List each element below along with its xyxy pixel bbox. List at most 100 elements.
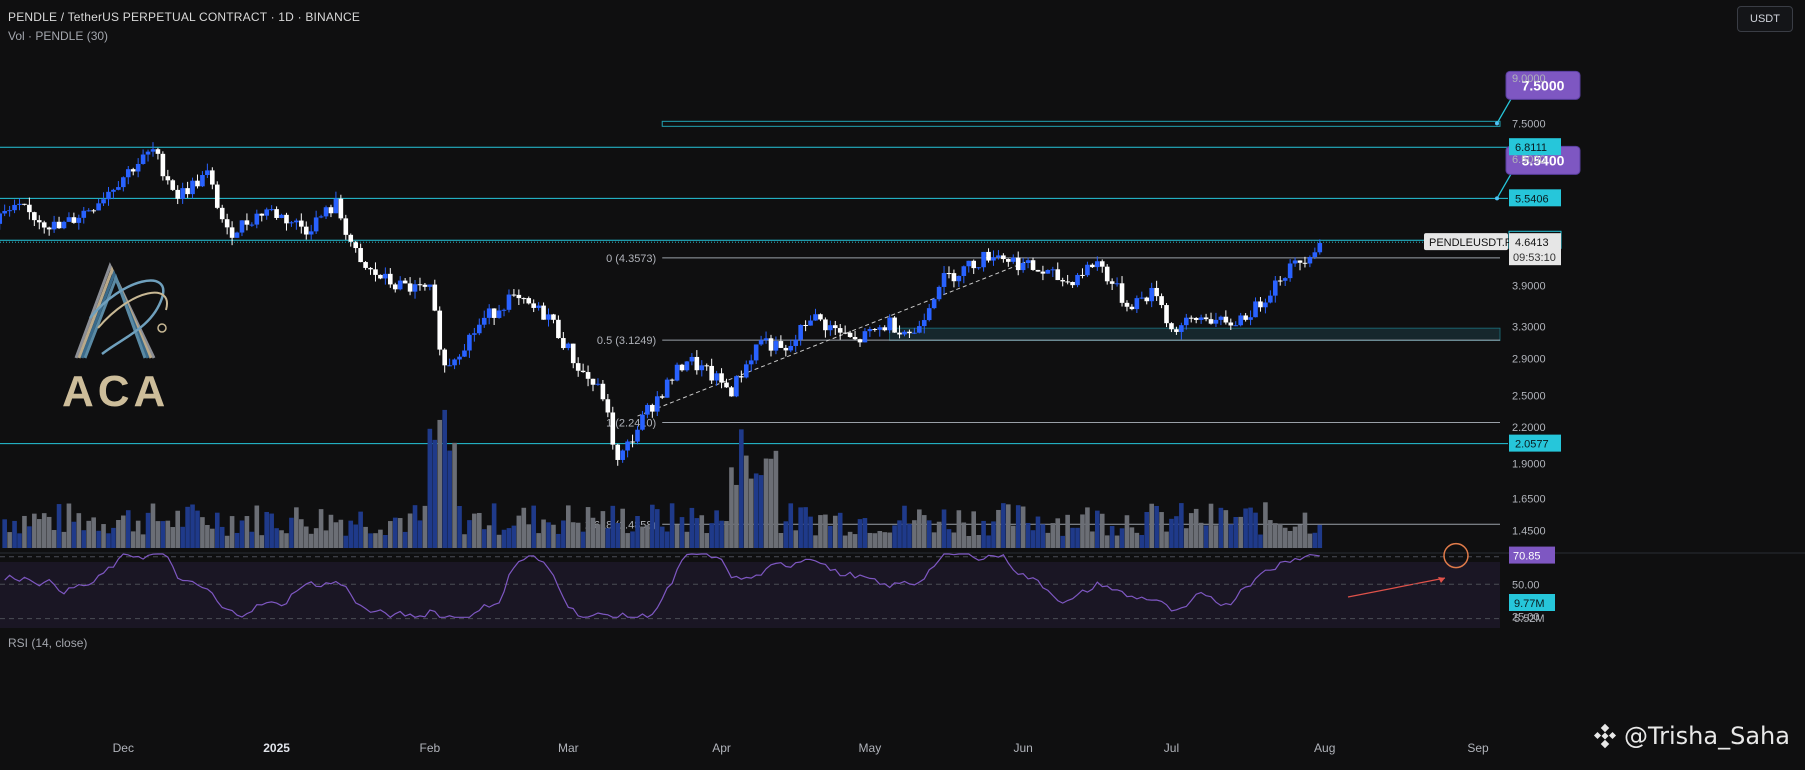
y-tick-label: 6.5000 [1512, 154, 1546, 166]
candle-body [1228, 322, 1234, 326]
candle-body [739, 376, 744, 378]
axis-level-label: 6.8111 [1515, 142, 1547, 154]
candle-body [279, 214, 284, 218]
volume-bar [1263, 502, 1268, 548]
volume-bar [1075, 527, 1080, 548]
candle-body [1015, 257, 1021, 271]
volume-bar [635, 515, 640, 548]
candle-body [912, 332, 917, 334]
candle-body [986, 251, 991, 261]
candle-body [422, 284, 428, 287]
candle-body [640, 414, 645, 430]
candle-body [1006, 259, 1011, 262]
rsi-band [0, 562, 1500, 628]
candle-body [318, 216, 324, 218]
volume-bar [1114, 535, 1120, 548]
volume-bar [66, 503, 72, 548]
symbol-title: PENDLE / TetherUS PERPETUAL CONTRACT · 1… [8, 10, 361, 24]
volume-bar [308, 533, 314, 548]
volume-bar [704, 533, 710, 548]
candle-body [1277, 280, 1283, 282]
candle-body [580, 370, 586, 373]
volume-bar [1015, 505, 1021, 548]
candle-body [823, 319, 828, 331]
rsi-value-label: 70.85 [1513, 551, 1541, 563]
volume-bar [699, 515, 705, 548]
candle-body [546, 314, 551, 320]
candle-body [249, 224, 255, 226]
candle-body [1253, 301, 1258, 318]
axis-level-badge [1509, 189, 1561, 207]
currency-button[interactable]: USDT [1737, 6, 1793, 32]
candle-body [1050, 269, 1056, 271]
volume-bar [205, 524, 210, 548]
volume-bar [1025, 522, 1031, 548]
volume-bar [412, 505, 418, 548]
volume-indicator-label: Vol · PENDLE (30) [8, 29, 109, 43]
symbol-tag [1424, 233, 1508, 251]
volume-bar [214, 512, 220, 548]
candle-body [1090, 264, 1095, 268]
candle-body [140, 154, 146, 164]
volume-bar [1268, 520, 1273, 548]
x-tick-label: Sep [1467, 741, 1489, 755]
volume-bar [645, 525, 650, 548]
candle-body [214, 184, 220, 208]
volume-bar [758, 475, 764, 548]
volume-bar [96, 530, 101, 548]
volume-bar [1188, 513, 1194, 548]
candle-body [1085, 264, 1090, 276]
volume-bar [956, 510, 962, 548]
volume-bar [1149, 503, 1154, 548]
volume-bar [7, 532, 12, 548]
candle-body [590, 378, 596, 385]
candle-body [1060, 280, 1065, 282]
candle-body [659, 396, 665, 398]
volume-bar [392, 517, 398, 548]
volume-bar [32, 513, 37, 548]
fib-label-0-5: 0.5 (3.1249) [597, 335, 656, 347]
volume-bar [229, 516, 235, 548]
volume-bar [1213, 525, 1219, 548]
rsi-level-label: 25.00 [1512, 612, 1540, 624]
candle-body [1208, 319, 1214, 324]
volume-bar [1183, 528, 1189, 548]
volume-bar [1040, 524, 1046, 548]
candle-body [472, 333, 477, 335]
volume-bar [17, 533, 22, 548]
volume-bar [640, 526, 645, 548]
volume-bar [150, 503, 156, 548]
volume-bar [556, 533, 561, 548]
volume-bar [773, 450, 779, 548]
volume-bar [200, 517, 205, 548]
candle-body [437, 310, 443, 350]
candle-body [758, 340, 764, 345]
volume-bar [1233, 517, 1239, 548]
candle-body [793, 339, 799, 346]
candle-body [402, 280, 408, 284]
candle-body [116, 187, 121, 190]
candle-body [130, 169, 136, 172]
candle-body [32, 212, 37, 221]
volume-bar [585, 507, 591, 548]
volume-bars [2, 409, 1323, 548]
volume-bar [501, 529, 507, 548]
volume-bar [81, 530, 87, 548]
axis-level-label: 2.0577 [1515, 439, 1549, 451]
dashed-trendline [637, 260, 1029, 417]
volume-bar [694, 518, 700, 548]
candle-body [966, 260, 972, 267]
logo-text: ACA [62, 367, 169, 416]
candle-body [600, 383, 606, 400]
volume-bar [1277, 523, 1283, 548]
candle-body [333, 198, 339, 214]
volume-bar [175, 510, 181, 548]
candle-body [961, 266, 967, 276]
candle-body [773, 341, 779, 351]
y-tick-label: 2.2000 [1512, 422, 1546, 434]
volume-bar [1065, 514, 1070, 548]
volume-bar [274, 528, 279, 548]
candle-body [921, 320, 927, 327]
